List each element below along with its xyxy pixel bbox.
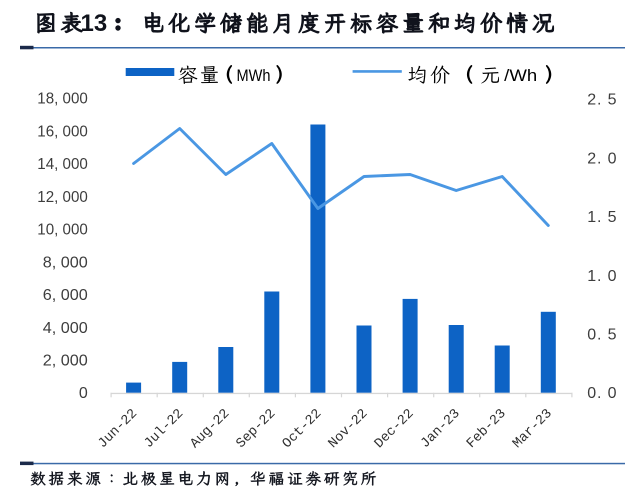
svg-text:6, 000: 6, 000 [43,287,88,304]
svg-text:MWh: MWh [237,66,271,85]
svg-text:4, 000: 4, 000 [43,320,88,337]
svg-text:14, 000: 14, 000 [37,156,88,173]
svg-text:1. 0: 1. 0 [587,268,617,285]
svg-text:8, 000: 8, 000 [43,254,88,271]
svg-text:0. 5: 0. 5 [587,327,617,344]
svg-text:2. 0: 2. 0 [587,150,617,167]
svg-text:12, 000: 12, 000 [37,189,88,206]
svg-text:0. 0: 0. 0 [587,385,617,402]
svg-text:/Wh: /Wh [504,66,537,85]
svg-text:0: 0 [79,385,88,402]
svg-text:16, 000: 16, 000 [37,123,88,140]
svg-text:2. 5: 2. 5 [587,92,617,109]
svg-text:13: 13 [81,10,108,37]
svg-text:18, 000: 18, 000 [37,91,88,108]
svg-text:10, 000: 10, 000 [37,222,88,239]
svg-text:2, 000: 2, 000 [43,353,88,370]
svg-text:1. 5: 1. 5 [587,209,617,226]
